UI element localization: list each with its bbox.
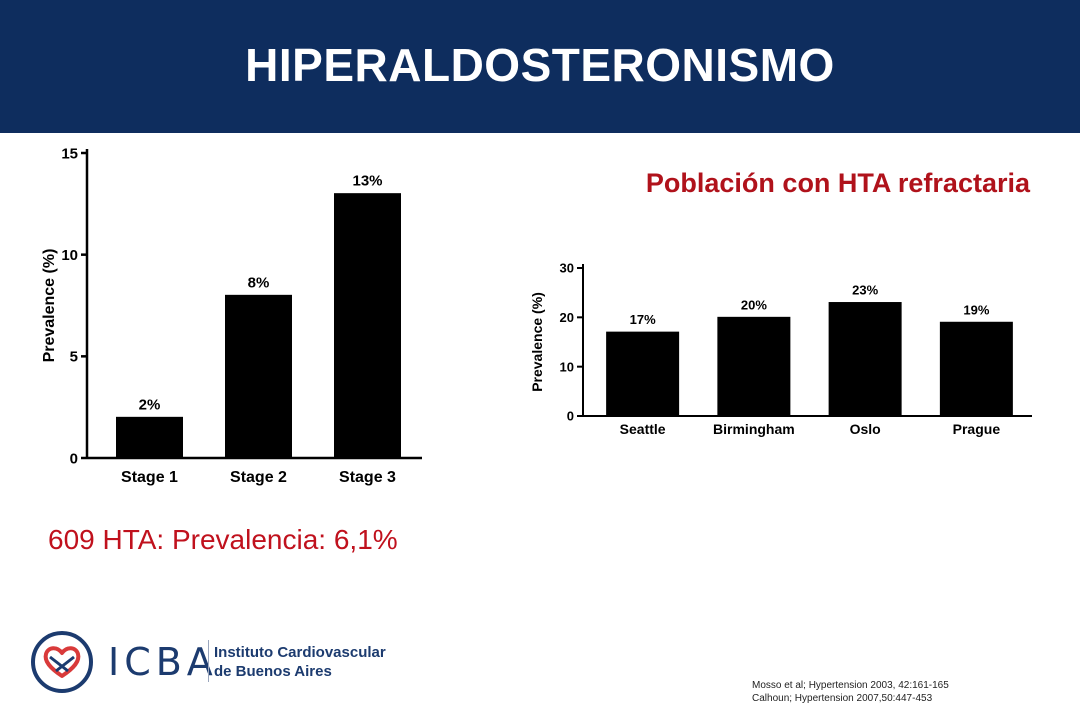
y-axis-title: Prevalence (%) (529, 292, 545, 392)
chart-subtitle: Población con HTA refractaria (645, 168, 1030, 198)
x-tick-label: Stage 2 (230, 469, 287, 486)
chart-city-prevalence: 0 10 20 30 Prevalence (%) 17% Seattle 20% Birmin… (529, 261, 1032, 437)
reference-2: Calhoun; Hypertension 2007,50:447-453 (752, 693, 933, 704)
bar-prague (939, 321, 1013, 417)
references: Mosso et al; Hypertension 2003, 42:161-1… (752, 679, 949, 705)
logo-acronym: ICBA (108, 640, 218, 684)
logo-name-line2: de Buenos Aires (214, 663, 332, 680)
y-tick-label: 10 (61, 247, 78, 264)
x-tick-label: Birmingham (713, 421, 795, 437)
logo-name-line1: Instituto Cardiovascular (214, 644, 386, 661)
data-label: 19% (963, 302, 989, 317)
bar-oslo (828, 302, 902, 417)
bar-stage-3 (334, 193, 401, 459)
icba-logo: ICBA Instituto Cardiovascular de Buenos … (28, 630, 408, 694)
y-tick-label: 10 (560, 359, 574, 374)
bar-birmingham (717, 316, 791, 417)
prevalence-statement: 609 HTA: Prevalencia: 6,1% (48, 524, 398, 555)
chart-stage-prevalence: 0 5 10 15 Prevalence (%) 2% Stage 1 8% Stage 2 13… (41, 145, 422, 486)
data-label: 13% (352, 173, 382, 190)
data-label: 2% (139, 396, 161, 413)
bar-seattle (606, 331, 680, 417)
reference-1: Mosso et al; Hypertension 2003, 42:161-1… (752, 680, 949, 691)
bar-stage-1 (116, 416, 183, 459)
y-tick-label: 0 (70, 450, 78, 467)
bar-stage-2 (225, 294, 292, 459)
y-axis-title: Prevalence (%) (41, 249, 58, 363)
title-bar: HIPERALDOSTERONISMO (0, 0, 1080, 133)
data-label: 20% (741, 297, 767, 312)
data-label: 8% (248, 274, 270, 291)
x-tick-label: Seattle (620, 421, 666, 437)
x-tick-label: Prague (953, 421, 1001, 437)
slide-title: HIPERALDOSTERONISMO (245, 38, 835, 91)
x-tick-label: Stage 3 (339, 469, 396, 486)
y-tick-label: 5 (70, 349, 78, 366)
data-label: 23% (852, 283, 878, 298)
y-tick-label: 30 (560, 261, 574, 276)
x-tick-label: Oslo (850, 421, 881, 437)
heart-knot-icon (31, 631, 93, 693)
y-tick-label: 20 (560, 310, 574, 325)
y-tick-label: 15 (61, 145, 78, 162)
logo-divider (208, 640, 209, 682)
y-tick-label: 0 (567, 409, 574, 424)
data-label: 17% (630, 312, 656, 327)
x-tick-label: Stage 1 (121, 469, 178, 486)
